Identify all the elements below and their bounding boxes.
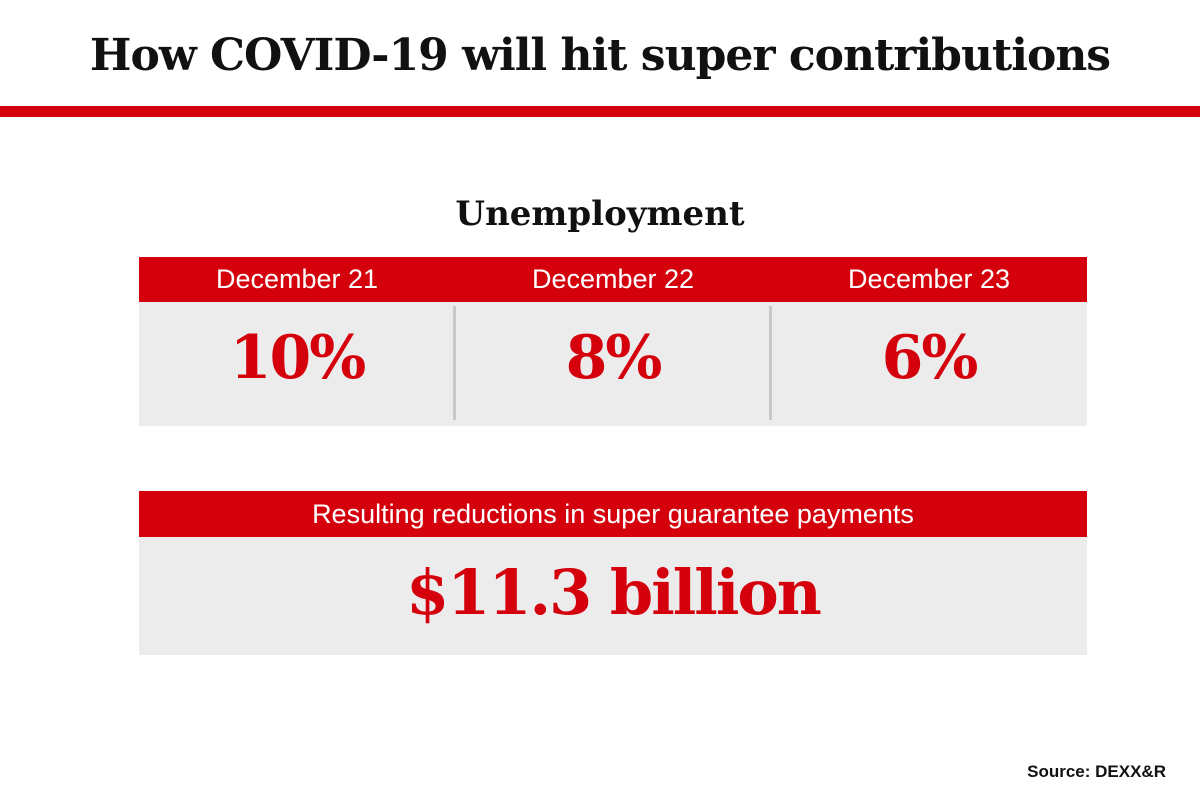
reduction-panel: Resulting reductions in super guarantee … bbox=[139, 491, 1087, 655]
unemployment-table: December 21 December 22 December 23 10% … bbox=[139, 257, 1087, 426]
table-value-row: 10% 8% 6% bbox=[139, 302, 1087, 426]
chart-title: How COVID-19 will hit super contribution… bbox=[89, 30, 1111, 81]
unemployment-value-text: 6% bbox=[881, 323, 979, 393]
title-underline bbox=[0, 106, 1200, 117]
column-header: December 21 bbox=[215, 264, 379, 294]
unemployment-value: 10% bbox=[229, 323, 367, 393]
column-divider bbox=[453, 306, 456, 420]
reduction-label: Resulting reductions in super guarantee … bbox=[139, 491, 1087, 537]
column-divider bbox=[769, 306, 772, 420]
source-note: Source: DEXX&R bbox=[1027, 762, 1166, 781]
column-header: December 22 bbox=[531, 264, 695, 294]
table-header-row: December 21 December 22 December 23 bbox=[139, 257, 1087, 302]
unemployment-value: 6% bbox=[769, 302, 1087, 426]
unemployment-value: 8% bbox=[453, 302, 771, 426]
reduction-value: $11.3 billion bbox=[139, 537, 1087, 655]
column-header: December 23 bbox=[847, 264, 1011, 294]
unemployment-value-text: 8% bbox=[565, 323, 663, 393]
unemployment-heading: Unemployment bbox=[455, 194, 745, 234]
